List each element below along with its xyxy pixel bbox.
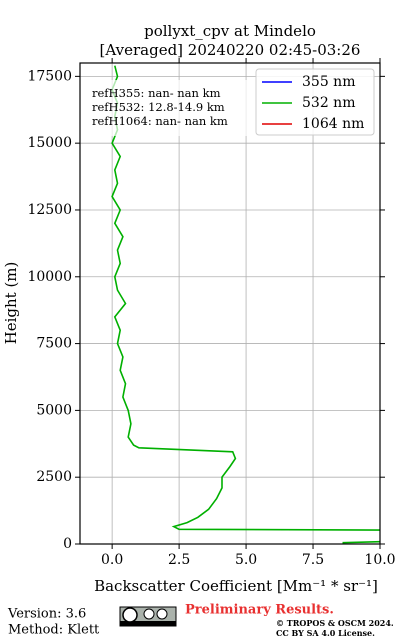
chart-title: pollyxt_cpv at Mindelo [144,22,316,40]
annotation: refH532: 12.8-14.9 km [92,100,225,114]
y-tick-label: 5000 [36,402,72,418]
y-tick-label: 0 [63,536,72,552]
legend-label: 355 nm [302,74,355,90]
method: Method: Klett [8,623,100,638]
license: CC BY SA 4.0 License. [276,628,375,638]
annotation: refH355: nan- nan km [92,86,221,100]
annotation-box [88,80,248,136]
cc-logo [119,606,177,627]
chart-subtitle: [Averaged] 20240220 02:45-03:26 [100,41,361,59]
y-tick-label: 12500 [27,202,72,218]
y-tick-label: 17500 [27,68,72,84]
plot-frame [79,62,381,545]
status: Preliminary Results. [185,603,334,618]
version: Version: 3.6 [7,607,86,622]
x-tick-label: 2.5 [168,552,190,568]
x-tick-label: 7.5 [302,552,324,568]
x-tick-label: 10.0 [364,552,395,568]
legend-label: 1064 nm [302,116,364,132]
x-tick-label: 0.0 [101,552,123,568]
y-axis-label: Height (m) [2,262,20,345]
legend-label: 532 nm [302,95,355,111]
line-series [111,65,380,544]
annotation: refH1064: nan- nan km [92,114,228,128]
legend-box [255,68,375,136]
y-tick-label: 2500 [36,469,72,485]
x-tick-label: 5.0 [235,552,257,568]
y-tick-label: 10000 [27,269,72,285]
lines [111,65,380,544]
x-axis-label: Backscatter Coefficient [Mm⁻¹ * sr⁻¹] [94,577,378,595]
y-tick-label: 7500 [36,336,72,352]
copyright: © TROPOS & OSCM 2024. [276,618,394,628]
y-tick-label: 15000 [27,135,72,151]
